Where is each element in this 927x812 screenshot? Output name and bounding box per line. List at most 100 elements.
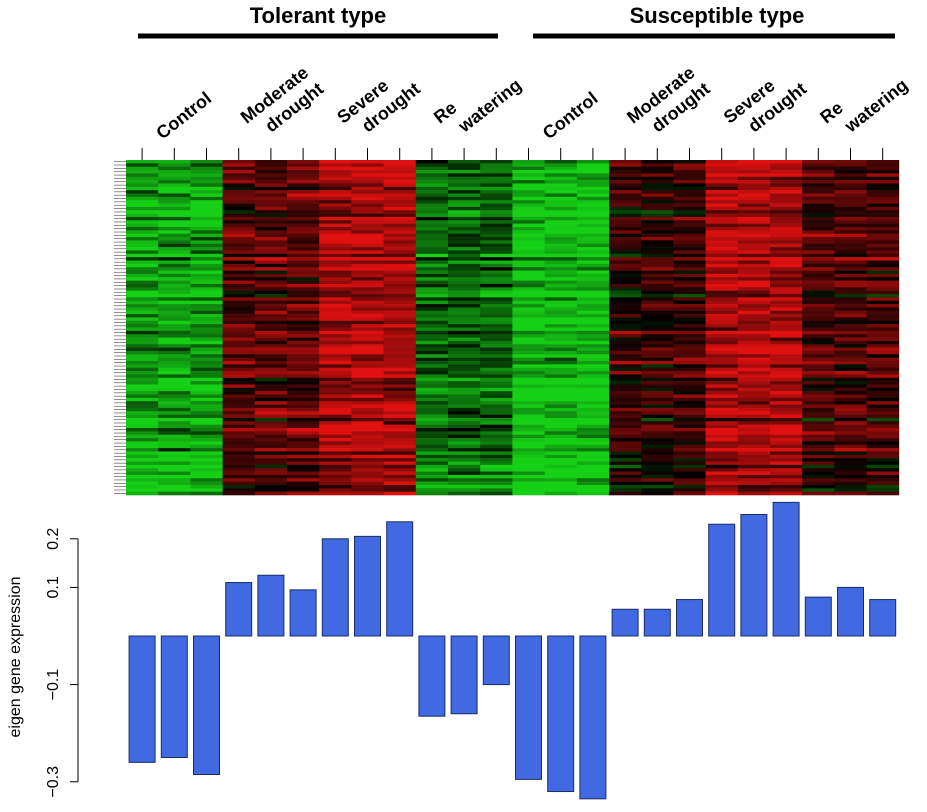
susceptible-group-title: Susceptible type: [630, 3, 805, 28]
heatmap-cell: [480, 170, 513, 174]
heatmap-cell: [609, 170, 642, 174]
heatmap-cell: [770, 330, 803, 335]
heatmap-cell: [222, 417, 256, 422]
heatmap-cell: [190, 431, 223, 435]
heatmap-cell: [222, 314, 256, 318]
heatmap-cell: [287, 243, 320, 248]
heatmap-cell: [158, 334, 191, 338]
heatmap-cell: [802, 347, 835, 352]
heatmap-cell: [802, 384, 835, 389]
heatmap-cell: [866, 250, 900, 255]
heatmap-cell: [222, 250, 256, 255]
heatmap-cell: [222, 300, 256, 305]
heatmap-cell: [190, 337, 223, 342]
heatmap-cell: [512, 176, 545, 181]
heatmap-cell: [319, 324, 352, 328]
heatmap-cell: [254, 223, 288, 228]
heatmap-cell: [609, 240, 642, 245]
heatmap-cell: [158, 267, 191, 271]
heatmap-cell: [287, 160, 320, 164]
heatmap-cell: [222, 260, 256, 265]
heatmap-cell: [254, 196, 288, 201]
heatmap-cell: [641, 454, 674, 459]
heatmap-cell: [705, 227, 739, 231]
heatmap-cell: [287, 377, 320, 382]
heatmap-cell: [190, 434, 223, 439]
heatmap-cell: [319, 424, 352, 429]
heatmap-cell: [802, 240, 835, 245]
heatmap-cell: [576, 364, 610, 368]
heatmap-cell: [544, 461, 578, 466]
heatmap-cell: [609, 307, 642, 312]
heatmap-cell: [158, 210, 191, 214]
heatmap-cell: [609, 280, 642, 285]
heatmap-cell: [126, 411, 159, 415]
heatmap-cell: [287, 334, 320, 338]
heatmap-cell: [544, 337, 578, 342]
heatmap-cell: [673, 233, 706, 238]
heatmap-cell: [673, 421, 706, 425]
heatmap-cell: [609, 334, 642, 338]
heatmap-cell: [222, 454, 256, 459]
heatmap-cell: [512, 173, 545, 178]
heatmap-cell: [770, 421, 803, 425]
heatmap-cell: [448, 454, 481, 459]
heatmap-cell: [834, 273, 867, 278]
heatmap-cell: [480, 491, 513, 496]
heatmap-cell: [383, 397, 417, 402]
heatmap-cell: [480, 233, 513, 238]
heatmap-cell: [415, 280, 449, 285]
heatmap-cell: [383, 320, 417, 325]
heatmap-cell: [673, 320, 706, 325]
heatmap-cell: [576, 240, 610, 245]
heatmap-cell: [834, 203, 867, 208]
heatmap-cell: [415, 474, 449, 479]
heatmap-cell: [448, 173, 481, 178]
heatmap-cell: [512, 203, 545, 208]
heatmap-cell: [673, 213, 706, 218]
heatmap-cell: [544, 227, 578, 231]
heatmap-cell: [190, 203, 223, 208]
heatmap-cell: [544, 300, 578, 305]
bar: [289, 589, 317, 637]
heatmap-cell: [448, 327, 481, 332]
heatmap-cell: [609, 444, 642, 449]
heatmap-cell: [319, 484, 352, 489]
heatmap-cell: [576, 260, 610, 265]
heatmap-cell: [673, 196, 706, 201]
heatmap-cell: [480, 260, 513, 265]
heatmap-cell: [319, 290, 352, 295]
heatmap-cell: [190, 397, 223, 402]
heatmap-cell: [254, 200, 288, 204]
heatmap-cell: [866, 448, 900, 452]
heatmap-cell: [383, 314, 417, 318]
heatmap-cell: [705, 377, 739, 382]
heatmap-cell: [480, 267, 513, 271]
heatmap-cell: [673, 200, 706, 204]
heatmap-cell: [319, 344, 352, 348]
heatmap-cell: [705, 253, 739, 258]
heatmap-cell: [158, 324, 191, 328]
heatmap-cell: [576, 237, 610, 241]
heatmap-cell: [834, 307, 867, 312]
heatmap-cell: [866, 478, 900, 482]
heatmap-cell: [448, 444, 481, 449]
heatmap-cell: [254, 310, 288, 315]
heatmap-cell: [737, 468, 771, 472]
heatmap-cell: [512, 314, 545, 318]
heatmap-cell: [705, 173, 739, 178]
heatmap-cell: [866, 163, 900, 167]
heatmap-cell: [866, 257, 900, 261]
heatmap-cell: [705, 270, 739, 275]
heatmap-cell: [383, 394, 417, 399]
heatmap-cell: [609, 411, 642, 415]
heatmap-cell: [512, 216, 545, 221]
heatmap-cell: [222, 176, 256, 181]
heatmap-cell: [544, 320, 578, 325]
heatmap-cell: [609, 163, 642, 167]
heatmap-cell: [351, 481, 384, 486]
heatmap-cell: [222, 190, 256, 194]
heatmap-cell: [351, 300, 384, 305]
heatmap-cell: [480, 397, 513, 402]
heatmap-cell: [641, 190, 674, 194]
